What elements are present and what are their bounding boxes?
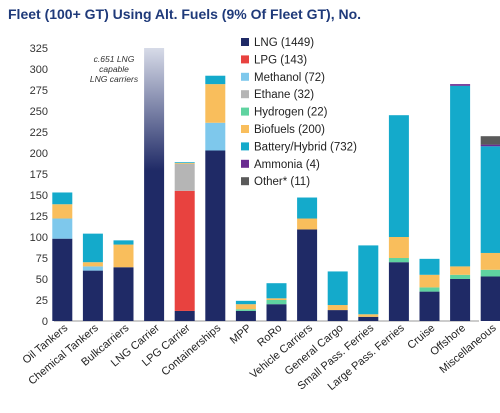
legend-swatch [241,125,249,133]
legend-swatch [241,38,249,46]
legend-label: LPG (143) [254,54,307,66]
bar-segment-1-5 [82,262,103,267]
legend-swatch [241,90,249,99]
y-tick-label: 125 [30,211,48,223]
legend-swatch [241,177,249,186]
bar-segment-14-7 [480,144,500,147]
chart-title: Fleet (100+ GT) Using Alt. Fuels (9% Of … [8,6,362,22]
bar-segment-13-4 [450,274,471,279]
bar-segment-4-5 [174,163,195,164]
y-tick-label: 75 [36,253,48,265]
y-tick-label: 100 [30,232,48,244]
y-tick-label: 0 [42,316,48,328]
bar-segment-8-6 [297,197,318,219]
bar-segment-4-0 [174,310,195,321]
legend-label: LNG (1449) [254,37,314,49]
bar-segment-9-0 [327,310,348,321]
bar-segment-14-5 [480,252,500,270]
bar-segment-1-0 [82,270,103,321]
bar-segment-0-2 [52,218,73,239]
legend-label: Biofuels (200) [254,124,325,136]
bar-segment-12-0 [419,291,440,321]
bar-segment-13-5 [450,266,471,275]
lng-annotation-line-1: c.651 LNG [94,54,135,64]
bar-segment-0-6 [52,192,73,205]
bar-segment-7-0 [266,304,287,321]
bar-segment-11-6 [388,115,409,237]
bar-segment-5-0 [205,150,226,321]
legend-label: Ethane (32) [254,89,314,101]
y-tick-label: 175 [30,169,48,181]
legend-label: Other* (11) [254,176,310,188]
legend-swatch [241,142,249,151]
legend-label: Ammonia (4) [254,159,320,171]
bar-segment-6-6 [235,300,256,305]
bar-segment-1-6 [82,233,103,263]
bar-segment-7-5 [266,298,287,300]
bar-segment-13-7 [450,84,471,86]
bar-segment-13-6 [450,85,471,267]
lng-annotation-line-2: capable [99,64,129,74]
bar-segment-5-5 [205,84,226,123]
y-tick-label: 25 [36,295,48,307]
bar-segment-4-3 [174,163,195,191]
bar-segment-6-0 [235,310,256,321]
bar-segment-8-5 [297,218,318,230]
y-tick-label: 150 [30,190,48,202]
bar-segment-14-6 [480,146,500,253]
bar-segment-4-1 [174,190,195,311]
y-tick-label: 50 [36,274,48,286]
x-tick-label: MPP [228,322,254,347]
bar-segment-6-4 [235,309,256,311]
bar-segment-6-5 [235,304,256,310]
bar-segment-11-4 [388,258,409,263]
bar-segment-2-0 [113,267,134,321]
bar-segment-1-2 [82,266,103,271]
bar-segment-2-5 [113,244,134,268]
bar-segment-5-6 [205,75,226,85]
bar-segment-3-0 [144,48,165,321]
legend-swatch [241,72,249,81]
bar-segment-14-4 [480,269,500,277]
bars [52,48,500,321]
bar-segment-12-4 [419,287,440,292]
bar-segment-0-0 [52,238,73,321]
y-tick-label: 200 [30,148,48,160]
bar-segment-2-6 [113,240,134,245]
legend: LNG (1449) LPG (143) Methanol (72) Ethane (… [241,37,357,188]
legend-swatch [241,159,249,168]
lng-annotation-line-3: LNG carriers [90,74,139,84]
y-tick-label: 250 [30,106,48,118]
legend-label: Battery/Hybrid (732) [254,141,357,153]
bar-segment-4-6 [174,162,195,164]
y-tick-label: 275 [30,85,48,97]
bar-segment-11-0 [388,262,409,321]
bar-segment-5-2 [205,122,226,151]
legend-label: Methanol (72) [254,72,325,84]
bar-segment-9-6 [327,271,348,306]
y-tick-label: 325 [30,43,48,55]
y-tick-label: 300 [30,64,48,76]
bar-segment-14-0 [480,276,500,321]
bar-segment-10-6 [358,245,379,315]
legend-swatch [241,107,249,116]
bar-segment-9-5 [327,305,348,311]
bar-segment-7-6 [266,283,287,299]
y-tick-label: 225 [30,127,48,139]
bar-segment-0-5 [52,204,73,219]
bar-segment-7-4 [266,300,287,305]
bar-segment-12-5 [419,274,440,288]
bar-segment-13-0 [450,279,471,321]
bar-segment-10-0 [358,316,379,321]
bar-segment-14-8 [480,136,500,145]
legend-label: Hydrogen (22) [254,107,328,119]
bar-segment-12-6 [419,258,440,275]
bar-segment-11-5 [388,237,409,258]
bar-segment-8-0 [297,229,318,321]
legend-swatch [241,55,249,64]
bar-segment-10-5 [358,314,379,317]
